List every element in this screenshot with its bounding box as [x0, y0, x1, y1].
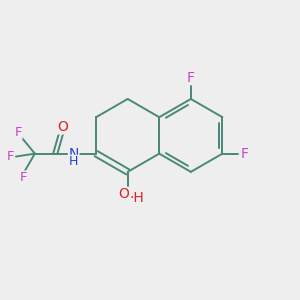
Text: ·H: ·H: [130, 191, 144, 205]
Text: N: N: [68, 147, 79, 160]
Text: F: F: [187, 71, 195, 85]
Text: F: F: [14, 126, 22, 139]
Text: F: F: [20, 171, 27, 184]
Text: H: H: [69, 155, 78, 168]
Text: O: O: [57, 120, 68, 134]
Text: F: F: [7, 150, 14, 163]
Text: F: F: [240, 147, 248, 160]
Text: O: O: [119, 187, 130, 201]
